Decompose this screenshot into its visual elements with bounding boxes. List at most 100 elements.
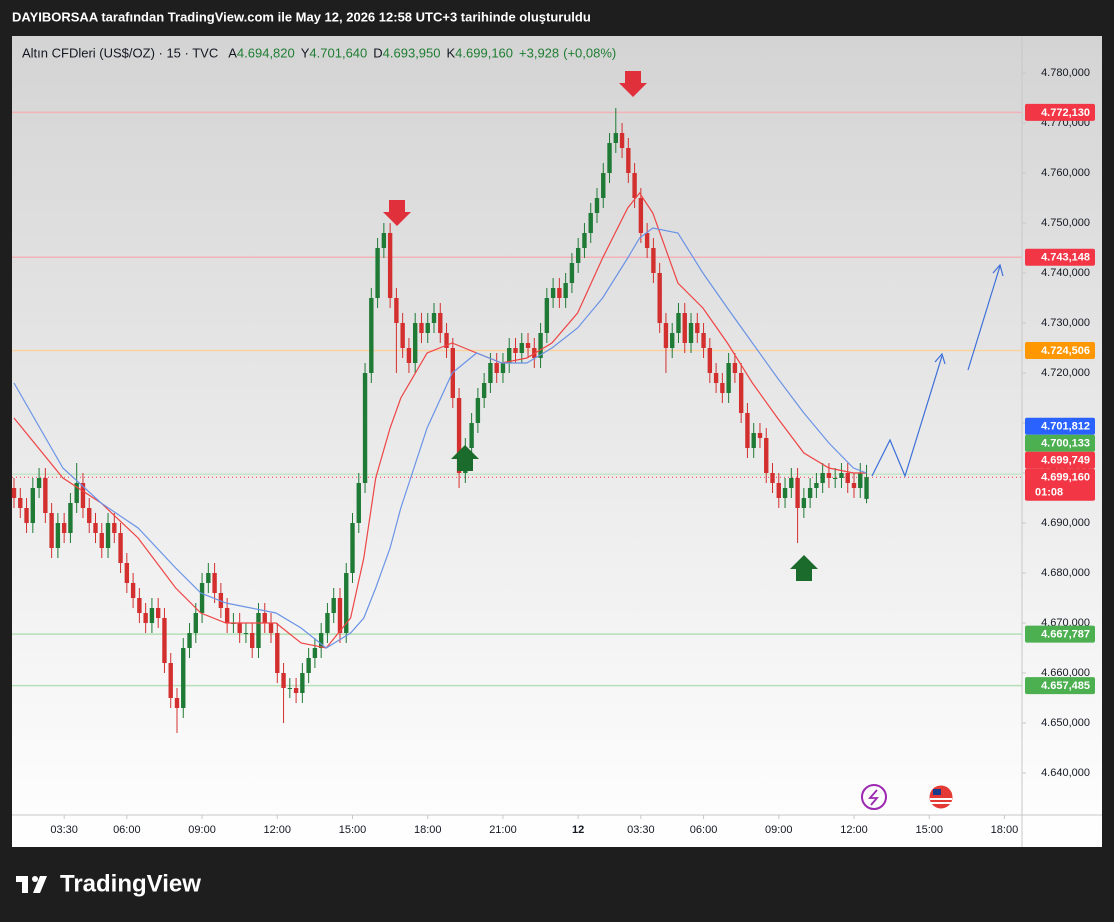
candle-body [594, 198, 600, 213]
candle-body [601, 173, 606, 198]
ohlc-value: 4.694,820 [237, 45, 295, 60]
symbol: Altın CFDleri (US$/OZ) · 15 · TVC [22, 45, 218, 60]
candle-body [11, 488, 17, 498]
candle-body [356, 483, 361, 523]
candle-body [770, 473, 775, 483]
candle-body [544, 298, 550, 333]
candle-body [287, 688, 293, 689]
candle-body [18, 498, 23, 508]
candle-body [738, 373, 744, 413]
candle-body [80, 483, 86, 508]
candle-body [137, 598, 142, 613]
candle-body [99, 533, 104, 548]
x-tick-label: 21:00 [489, 824, 517, 836]
price-label: 4.772,130 [1041, 107, 1090, 119]
candle-body [582, 233, 587, 248]
candle-body [707, 348, 713, 373]
candle-body [444, 333, 449, 348]
candle-body [438, 313, 443, 333]
candle-body [507, 348, 512, 363]
x-tick-label: 18:00 [414, 824, 442, 836]
candle-body [118, 533, 123, 563]
candle-body [676, 313, 681, 333]
candle-body [519, 343, 524, 353]
candle-body [243, 633, 249, 634]
candle-body [814, 483, 819, 488]
candle-body [720, 383, 725, 393]
candle-body [820, 473, 825, 483]
candle-body [469, 423, 474, 448]
candle-body [168, 663, 173, 698]
projection-arrowhead [934, 352, 946, 365]
candle-body [632, 173, 637, 198]
up-arrow [790, 555, 818, 581]
projection-line [871, 355, 943, 478]
candle-body [864, 477, 869, 499]
candle-body [431, 313, 437, 323]
x-tick-label: 09:00 [188, 824, 216, 836]
candle-body [262, 613, 267, 623]
y-tick-label: 4.640,000 [1041, 767, 1090, 779]
ohlc-value: 4.701,640 [309, 45, 367, 60]
candle-body [644, 233, 650, 248]
event-icon[interactable] [861, 784, 887, 810]
candle-body [30, 488, 36, 523]
x-tick-label: 12:00 [264, 824, 292, 836]
candle-body [475, 398, 481, 423]
country-flag-icon[interactable] [928, 784, 954, 810]
change: +3,928 [519, 45, 559, 60]
candle-body [124, 563, 130, 583]
candle-body [174, 698, 180, 708]
candle-body [488, 363, 493, 383]
candle-body [344, 573, 349, 633]
x-tick-label: 06:00 [690, 824, 718, 836]
price-label-box [1025, 468, 1095, 501]
candle-body [275, 633, 280, 673]
candle-body [456, 398, 462, 473]
ohlc-key: A [228, 45, 237, 60]
moving-average [13, 191, 867, 649]
price-label-box [1025, 625, 1095, 643]
candle-body [657, 273, 662, 323]
candle-body [845, 473, 850, 483]
candle-body [670, 333, 675, 348]
candle-body [331, 598, 336, 613]
ohlc-value: 4.699,160 [455, 45, 513, 60]
candle-body [688, 323, 694, 343]
candle-body [387, 233, 393, 298]
candle-body [400, 323, 405, 348]
price-label-box [1025, 677, 1095, 695]
y-tick-label: 4.720,000 [1041, 367, 1090, 379]
ohlc-key: D [373, 45, 382, 60]
candle-body [155, 608, 161, 618]
candle-body [43, 478, 48, 513]
price-label-box [1025, 341, 1095, 359]
candle-body [49, 513, 54, 548]
price-label: 4.743,148 [1041, 252, 1090, 264]
candle-body [250, 633, 255, 648]
x-tick-label: 09:00 [765, 824, 793, 836]
price-label: 4.701,812 [1041, 421, 1090, 433]
candle-body [726, 363, 731, 393]
candle-body [318, 633, 324, 648]
change-percent: (+0,08%) [563, 45, 616, 60]
candle-body [224, 608, 230, 623]
down-arrow [383, 200, 411, 226]
price-label-box [1025, 451, 1095, 469]
y-tick-label: 4.750,000 [1041, 217, 1090, 229]
y-tick-label: 4.650,000 [1041, 717, 1090, 729]
price-label-box [1025, 417, 1095, 435]
y-tick-label: 4.740,000 [1041, 267, 1090, 279]
price-label: 4.700,133 [1041, 438, 1090, 450]
brand-name: TradingView [60, 870, 201, 897]
candle-body [789, 478, 794, 488]
x-tick-label: 03:30 [627, 824, 655, 836]
price-label: 4.657,485 [1041, 680, 1090, 692]
ohlc-value: 4.693,950 [383, 45, 441, 60]
candle-body [199, 583, 205, 613]
candle-body [306, 658, 311, 673]
candle-body [801, 498, 807, 508]
candle-body [588, 213, 593, 233]
candle-body [619, 133, 625, 148]
